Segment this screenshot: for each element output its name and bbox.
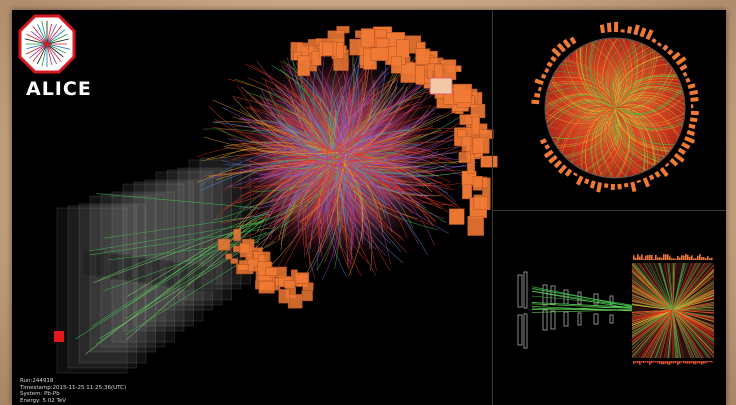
muon-hit-marker xyxy=(54,331,64,342)
run-number: Run:244918 xyxy=(20,378,54,384)
end-view-outline xyxy=(544,37,686,179)
event-display-screen: ALICE Run:244918 Timestamp:2015-11-25 11… xyxy=(12,10,726,405)
side-view-detectors xyxy=(517,271,614,349)
alice-logo-icon xyxy=(18,14,76,74)
end-view-calorimeter-ring xyxy=(531,21,699,193)
logo-text: ALICE xyxy=(26,78,92,100)
collision-system: System: Pb-Pb xyxy=(20,391,60,397)
collision-energy: Energy: 5.02 TeV xyxy=(20,397,67,404)
event-info: Run:244918 Timestamp:2015-11-25 11:25:36… xyxy=(20,378,126,404)
end-view-tracks xyxy=(545,38,685,178)
main-3d-view xyxy=(54,26,498,374)
calorimeter-towers xyxy=(217,26,498,309)
side-view-forward-tracks xyxy=(531,286,633,313)
alice-logo: ALICE xyxy=(18,14,91,100)
panel-divider-vertical xyxy=(492,10,493,405)
side-view-histograms xyxy=(633,254,713,365)
event-timestamp: Timestamp:2015-11-25 11:25:36(UTC) xyxy=(20,384,127,391)
side-view-panel xyxy=(517,254,714,365)
detector-planes xyxy=(56,157,251,374)
side-view-tracks xyxy=(632,263,714,358)
panel-divider-horizontal xyxy=(492,210,726,211)
event-display-canvas xyxy=(54,10,726,405)
end-view-panel xyxy=(531,21,699,193)
